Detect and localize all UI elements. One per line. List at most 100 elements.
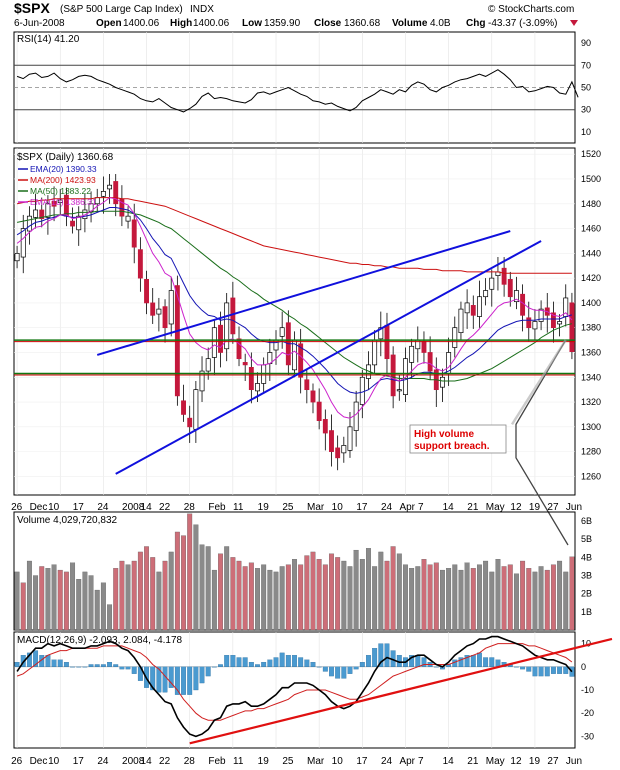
macd-signal-line bbox=[16, 643, 573, 721]
macd-histogram-bar bbox=[230, 655, 236, 667]
macd-histogram-bar bbox=[279, 652, 285, 667]
candle-body bbox=[125, 215, 131, 222]
macd-histogram-bar bbox=[353, 666, 359, 670]
volume-bar bbox=[396, 553, 402, 631]
annotation-line1: High volume bbox=[414, 429, 474, 440]
candle-body bbox=[113, 181, 119, 205]
ema10-line bbox=[16, 197, 573, 419]
macd-histogram-bar bbox=[187, 666, 193, 695]
candle-body bbox=[513, 290, 519, 303]
volume-bar bbox=[366, 548, 371, 631]
volume-bar bbox=[76, 579, 82, 631]
candle-body bbox=[20, 228, 26, 258]
candle-body bbox=[45, 203, 51, 218]
volume-bar bbox=[57, 569, 63, 631]
macd-histogram-bar bbox=[150, 666, 156, 691]
volume-bar bbox=[384, 560, 390, 631]
macd-histogram-bar bbox=[532, 666, 538, 677]
candle-body bbox=[224, 302, 230, 350]
volume-bar bbox=[489, 571, 495, 631]
price-x-label: 24 bbox=[381, 502, 393, 513]
macd-histogram-bar bbox=[70, 666, 76, 668]
volume-bar bbox=[113, 568, 119, 631]
rsi-line bbox=[16, 69, 579, 113]
macd-panel: -30 -20 -10 0 10 MACD(12,26,9) -2.093, 2.084,… bbox=[13, 631, 594, 749]
candle-body bbox=[255, 383, 260, 392]
macd-histogram-bar bbox=[193, 666, 199, 691]
candle-body bbox=[230, 297, 236, 335]
macd-histogram-bar bbox=[156, 666, 162, 693]
volume-value: 4.0B bbox=[430, 18, 451, 29]
volume-bar bbox=[205, 546, 211, 631]
candle-body bbox=[316, 401, 322, 421]
macd-x-label: Apr bbox=[399, 756, 415, 767]
volume-title: Volume 4,029,720,832 bbox=[17, 515, 118, 526]
candle-body bbox=[168, 290, 174, 325]
candle-body bbox=[489, 277, 495, 290]
macd-histogram-bar bbox=[415, 655, 421, 667]
rsi-title: RSI(14) 41.20 bbox=[17, 34, 80, 45]
macd-histogram-bar bbox=[384, 643, 390, 667]
macd-trendline bbox=[189, 637, 613, 745]
macd-histogram-bar bbox=[107, 662, 113, 667]
candle-body bbox=[526, 317, 532, 329]
candle-body bbox=[427, 352, 433, 372]
volume-bar bbox=[273, 571, 279, 631]
volume-bar bbox=[452, 564, 458, 631]
macd-x-label: 2008 bbox=[122, 756, 145, 767]
volume-bar bbox=[63, 571, 69, 631]
macd-histogram-bar bbox=[433, 666, 439, 668]
macd-histogram-bar bbox=[33, 650, 39, 667]
price-tick-label: 1420 bbox=[581, 273, 601, 283]
macd-x-label: 11 bbox=[233, 756, 244, 767]
ema20-line bbox=[16, 207, 573, 394]
volume-bar bbox=[131, 560, 137, 631]
price-panel-frame bbox=[13, 147, 576, 496]
price-x-label: Mar bbox=[307, 502, 325, 513]
macd-x-label: Dec bbox=[30, 756, 48, 767]
macd-histogram-bar bbox=[51, 659, 57, 667]
macd-histogram-bar bbox=[82, 666, 88, 668]
macd-histogram-bar bbox=[224, 655, 230, 667]
volume-bar bbox=[353, 549, 359, 631]
price-x-label: 14 bbox=[141, 502, 153, 513]
volume-bar bbox=[218, 553, 223, 631]
price-x-label: 2008 bbox=[122, 502, 145, 513]
volume-bar bbox=[285, 564, 291, 631]
volume-bar bbox=[70, 562, 76, 631]
macd-x-label: Feb bbox=[208, 756, 226, 767]
macd-histogram-bar bbox=[261, 662, 267, 667]
price-tick-label: 1320 bbox=[581, 397, 601, 407]
volume-bar bbox=[341, 560, 347, 631]
volume-bar bbox=[464, 562, 470, 631]
candle-body bbox=[82, 209, 88, 219]
macd-histogram-bar bbox=[131, 666, 137, 674]
annotation-line2: support breach. bbox=[414, 441, 490, 452]
macd-x-label: 7 bbox=[418, 756, 424, 767]
price-tick-label: 1460 bbox=[581, 224, 601, 234]
close-label: Close bbox=[314, 18, 342, 29]
macd-x-label: Mar bbox=[307, 756, 325, 767]
macd-histogram-bar bbox=[563, 666, 569, 674]
price-x-label: 12 bbox=[510, 502, 522, 513]
watermark: © StockCharts.com bbox=[488, 4, 574, 15]
candle-body bbox=[538, 308, 544, 322]
exchange-label: INDX bbox=[190, 4, 214, 15]
candle-body bbox=[57, 199, 63, 203]
volume-bar bbox=[476, 564, 482, 631]
volume-bar bbox=[378, 551, 384, 631]
volume-bar bbox=[187, 513, 193, 631]
macd-histogram-bar bbox=[526, 666, 532, 672]
candle-body bbox=[409, 345, 415, 363]
price-x-label: 10 bbox=[332, 502, 344, 513]
macd-histogram-bar bbox=[483, 657, 489, 667]
candle-body bbox=[353, 401, 359, 431]
price-tick-label: 1440 bbox=[581, 248, 601, 258]
rsi-tick-label: 70 bbox=[581, 60, 591, 70]
macd-tick-label: -30 bbox=[581, 731, 594, 741]
candle-body bbox=[470, 305, 476, 316]
macd-histogram-bar bbox=[211, 666, 217, 668]
price-tick-label: 1400 bbox=[581, 298, 601, 308]
volume-tick-label: 5B bbox=[581, 534, 592, 544]
volume-bar bbox=[532, 571, 538, 631]
